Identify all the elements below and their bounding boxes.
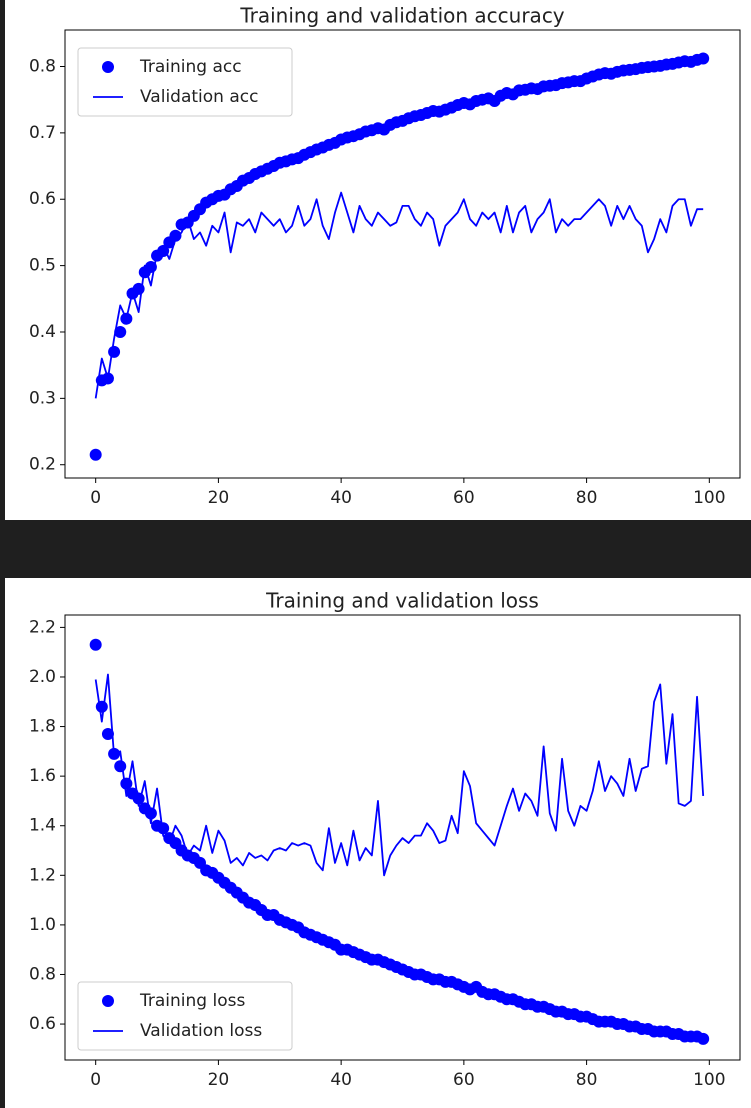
y-tick-label: 1.4	[29, 816, 56, 836]
x-tick-label: 60	[453, 1070, 475, 1090]
y-tick-label: 0.7	[29, 123, 56, 143]
marker	[697, 1032, 710, 1045]
x-tick-label: 100	[693, 1070, 725, 1090]
y-tick-label: 2.2	[29, 617, 56, 637]
marker	[169, 229, 182, 242]
y-tick-label: 1.0	[29, 915, 56, 935]
marker	[108, 345, 121, 358]
marker	[697, 52, 710, 65]
x-tick-label: 0	[90, 488, 101, 508]
y-tick-label: 0.6	[29, 1014, 56, 1034]
y-tick-label: 1.6	[29, 766, 56, 786]
line	[94, 191, 704, 399]
legend-box	[77, 981, 293, 1051]
x-tick-label: 40	[330, 1070, 352, 1090]
y-tick-label: 2.0	[29, 667, 56, 687]
axes-frame	[64, 614, 741, 1061]
axes-frame	[64, 29, 741, 479]
legend-marker	[102, 61, 114, 73]
marker	[157, 822, 170, 835]
marker	[89, 448, 102, 461]
chart-title: Training and validation accuracy	[239, 4, 564, 28]
marker	[114, 325, 127, 338]
marker	[114, 760, 127, 773]
chart-title: Training and validation loss	[265, 589, 539, 613]
x-tick-label: 80	[576, 488, 598, 508]
legend-marker	[102, 995, 114, 1007]
legend-label: Training loss	[139, 991, 245, 1011]
y-tick-label: 0.8	[29, 964, 56, 984]
legend-label: Validation loss	[140, 1021, 262, 1041]
y-tick-label: 0.2	[29, 455, 56, 475]
marker	[120, 777, 133, 790]
x-tick-label: 0	[90, 1070, 101, 1090]
y-tick-label: 1.2	[29, 865, 56, 885]
y-tick-label: 0.6	[29, 189, 56, 209]
line	[94, 673, 705, 877]
x-tick-label: 80	[576, 1070, 598, 1090]
x-tick-label: 40	[330, 488, 352, 508]
legend-box	[77, 47, 293, 117]
y-tick-label: 0.5	[29, 256, 56, 276]
legend-label: Training acc	[139, 57, 242, 77]
y-tick-label: 0.4	[29, 322, 56, 342]
y-tick-label: 0.8	[29, 57, 56, 77]
y-tick-label: 1.8	[29, 717, 56, 737]
x-tick-label: 100	[693, 488, 725, 508]
y-tick-label: 0.3	[29, 388, 56, 408]
x-tick-label: 60	[453, 488, 475, 508]
marker	[89, 638, 102, 651]
marker	[101, 727, 114, 740]
marker	[95, 700, 108, 713]
x-tick-label: 20	[208, 488, 230, 508]
legend-label: Validation acc	[140, 87, 258, 107]
x-tick-label: 20	[208, 1070, 230, 1090]
